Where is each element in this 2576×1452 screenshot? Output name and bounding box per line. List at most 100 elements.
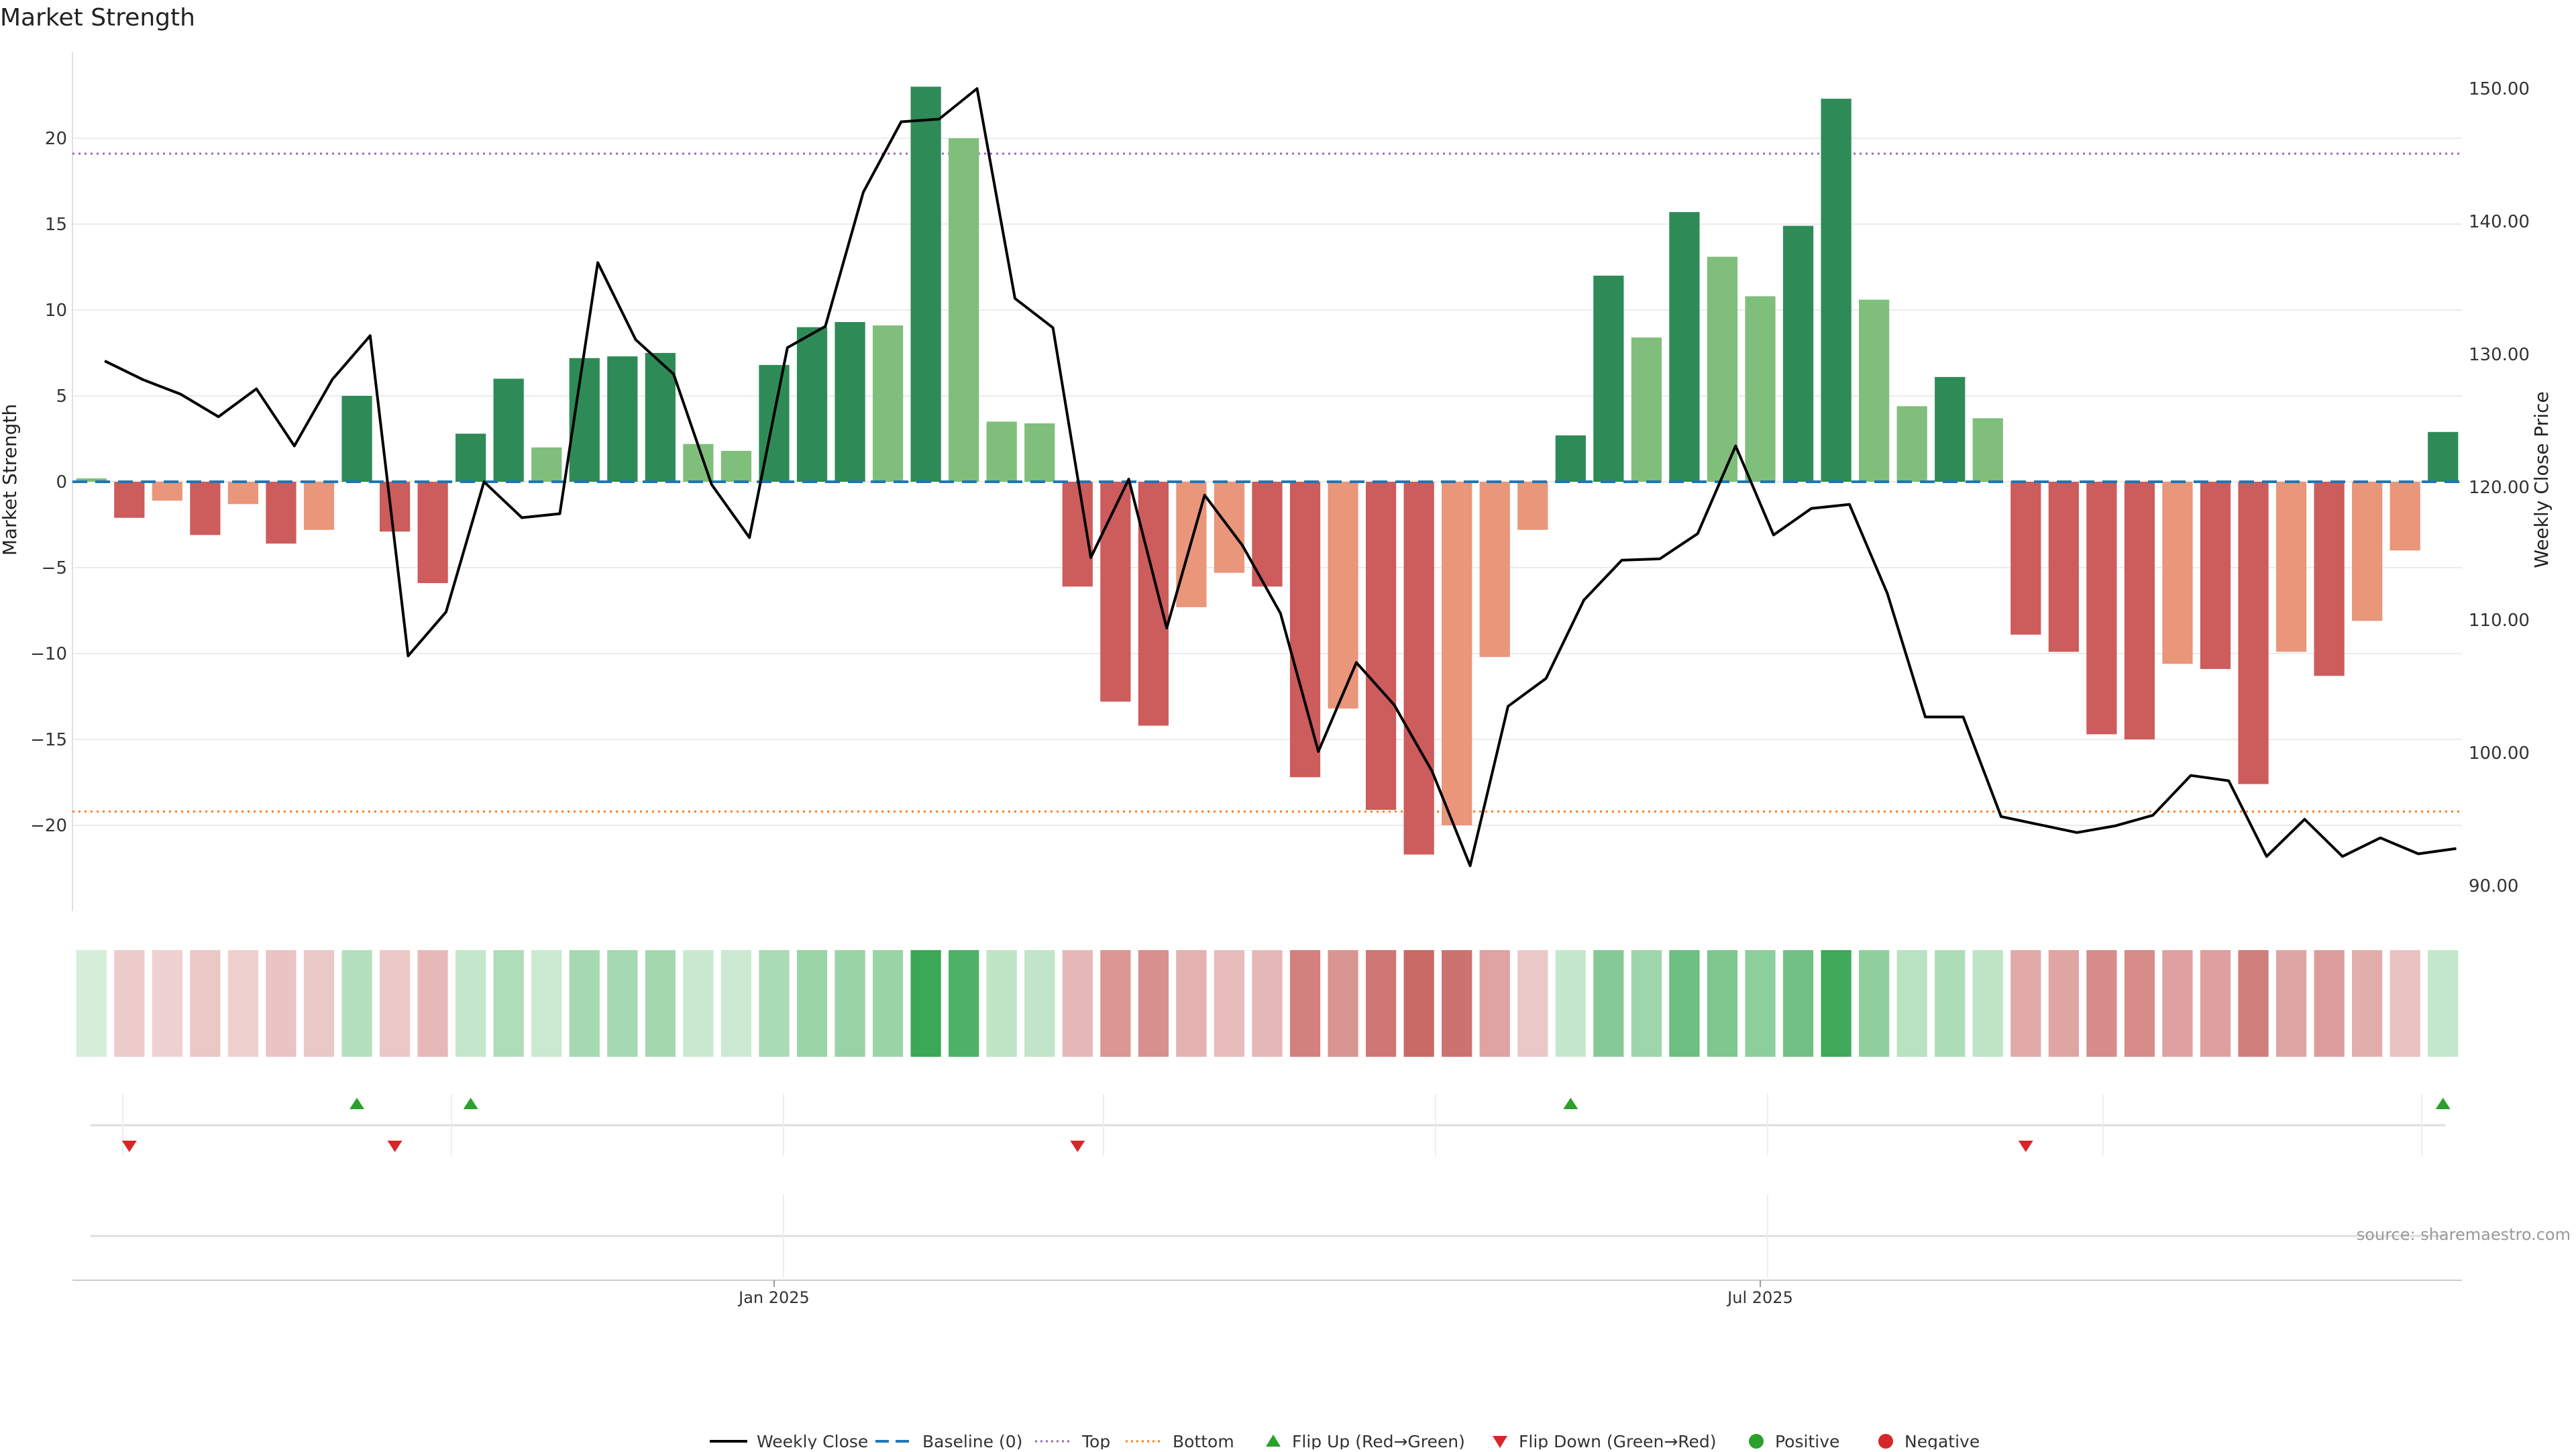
- strength-bar: [152, 482, 182, 501]
- heat-cell: [1555, 950, 1586, 1057]
- heat-cell: [1896, 950, 1927, 1057]
- strength-bar: [607, 356, 638, 482]
- y-ticks-left: −20 −15 −10 −5 0 5 10 15 20: [30, 129, 67, 836]
- heat-cell: [1707, 950, 1738, 1057]
- heat-cell: [190, 950, 221, 1057]
- heat-cell: [1745, 950, 1776, 1057]
- heat-cell: [949, 950, 979, 1057]
- heat-cell: [1252, 950, 1283, 1057]
- strength-bar: [1555, 435, 1586, 482]
- weekly-close-line: [104, 87, 2457, 868]
- flip-up-marker: [463, 1098, 478, 1109]
- strength-bar: [2390, 482, 2420, 551]
- strength-bar: [455, 433, 486, 482]
- heat-cell: [872, 950, 904, 1057]
- heat-cell: [341, 950, 372, 1057]
- y-tick-label-right: 120.00: [2469, 478, 2530, 498]
- strength-bar: [1366, 482, 1397, 810]
- legend-item: Flip Up (Red→Green): [1266, 1432, 1465, 1451]
- heat-cell: [2086, 950, 2117, 1057]
- heat-cell: [1517, 950, 1548, 1057]
- heat-cell: [569, 950, 600, 1057]
- strength-bar: [2275, 482, 2307, 652]
- strength-bar: [986, 421, 1017, 482]
- strength-bar: [2352, 482, 2383, 621]
- heat-cell: [1214, 950, 1245, 1057]
- heat-cell: [114, 950, 145, 1057]
- source-note: source: sharemaestro.com: [2357, 1225, 2571, 1244]
- heat-cell: [1935, 950, 1966, 1057]
- strength-bar: [2428, 431, 2459, 482]
- heat-cell: [76, 950, 107, 1057]
- heat-cell: [455, 950, 486, 1057]
- legend-item: Top: [1035, 1432, 1110, 1451]
- heat-cell: [1062, 950, 1093, 1057]
- strength-bar: [114, 482, 145, 518]
- strength-bar: [796, 327, 828, 482]
- legend-swatch: [1493, 1436, 1507, 1448]
- strength-bar: [2124, 482, 2155, 739]
- heat-cell: [1972, 950, 2003, 1057]
- heat-cell: [227, 950, 259, 1057]
- legend-item: Weekly Close: [710, 1432, 868, 1451]
- heat-cell: [2238, 950, 2269, 1057]
- legend-label: Baseline (0): [922, 1432, 1022, 1449]
- heat-cell: [1138, 950, 1169, 1057]
- strength-bar: [1289, 482, 1321, 778]
- heat-cell: [1100, 950, 1131, 1057]
- strength-bars: [72, 87, 2462, 855]
- y-tick-label-right: 100.00: [2469, 743, 2530, 764]
- strength-bar: [531, 447, 562, 482]
- strength-bar: [417, 482, 448, 584]
- heat-cell: [417, 950, 448, 1057]
- y-axis-label-right: Weekly Close Price: [2530, 391, 2553, 568]
- strength-bar: [341, 396, 372, 482]
- strength-bar: [379, 482, 411, 532]
- y-tick-label-left: −20: [30, 816, 67, 836]
- strength-bar: [835, 321, 865, 482]
- heat-cell: [835, 950, 865, 1057]
- heat-cell: [1176, 950, 1207, 1057]
- heat-cell: [1024, 950, 1055, 1057]
- strength-bar: [2200, 482, 2231, 670]
- heat-cell: [1479, 950, 1510, 1057]
- strength-bar: [2010, 482, 2041, 635]
- legend-item: Positive: [1749, 1432, 1839, 1451]
- strength-bar: [493, 378, 524, 482]
- heat-cell: [531, 950, 562, 1057]
- strength-bar: [2314, 482, 2345, 676]
- heat-cell: [759, 950, 790, 1057]
- heat-cell: [1366, 950, 1397, 1057]
- legend-label: Flip Down (Green→Red): [1519, 1432, 1717, 1449]
- heat-cell: [266, 950, 297, 1057]
- heat-cell: [1631, 950, 1662, 1057]
- strength-bar: [1479, 482, 1510, 658]
- strength-bar: [1669, 212, 1700, 482]
- strength-bar: [1631, 337, 1662, 482]
- flip-up-marker: [350, 1098, 365, 1109]
- strength-bar: [1859, 299, 1890, 482]
- y-tick-label-left: 0: [56, 472, 67, 492]
- strength-bar: [1935, 376, 1966, 482]
- heat-cell: [2124, 950, 2155, 1057]
- y-ticks-right: 90.00 100.00 110.00 120.00 130.00 140.00 150.0…: [2469, 79, 2530, 896]
- legend-label: Negative: [1904, 1432, 1980, 1449]
- weekly-close-line-group: [104, 87, 2457, 868]
- strength-bar: [1100, 482, 1131, 702]
- strength-bar: [1745, 296, 1776, 482]
- strength-bar: [227, 482, 259, 505]
- y-tick-label-right: 90.00: [2469, 876, 2518, 896]
- heat-cell: [607, 950, 638, 1057]
- heat-cell: [2162, 950, 2193, 1057]
- heat-cell: [1442, 950, 1472, 1057]
- strength-bar: [2086, 482, 2117, 735]
- strength-bar: [2048, 482, 2079, 652]
- strength-bar: [1782, 225, 1814, 482]
- y-tick-label-left: 10: [45, 301, 67, 321]
- legend-swatch: [1878, 1434, 1893, 1449]
- heat-cell: [2275, 950, 2307, 1057]
- legend-label: Weekly Close: [757, 1432, 868, 1449]
- heat-cell: [1328, 950, 1358, 1057]
